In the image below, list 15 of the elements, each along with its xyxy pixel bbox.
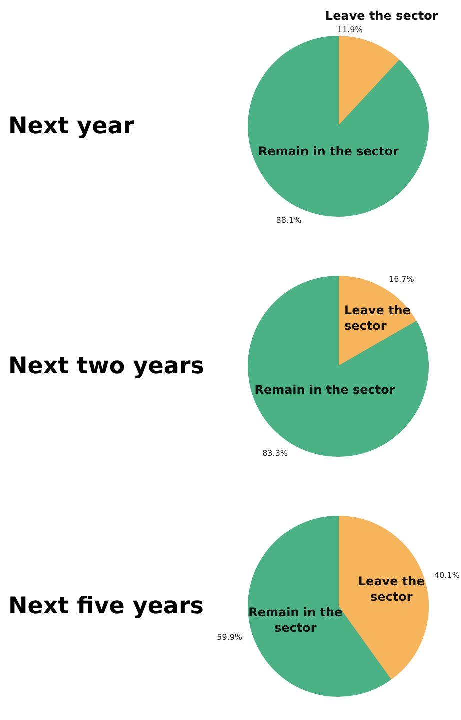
text: Next two years (8, 354, 204, 380)
data-label: 16.7% (388, 274, 415, 284)
data-label: 11.9% (337, 26, 364, 34)
text: Next five years (8, 594, 204, 620)
slice-label: Remain in the sector (248, 606, 343, 635)
text: Next year (8, 114, 136, 140)
slice-label: Remain in the sector (254, 382, 396, 397)
slice-label: Leave the sector (325, 8, 438, 23)
data-label: 40.1% (434, 571, 460, 580)
data-label: 83.3% (262, 449, 288, 458)
data-label: 59.9% (217, 632, 243, 642)
data-label: 88.1% (276, 216, 302, 225)
slice-label: Leave the sector (344, 304, 411, 333)
slice-label: Remain in the sector (258, 144, 399, 159)
slice-label: Leave the sector (358, 574, 425, 604)
